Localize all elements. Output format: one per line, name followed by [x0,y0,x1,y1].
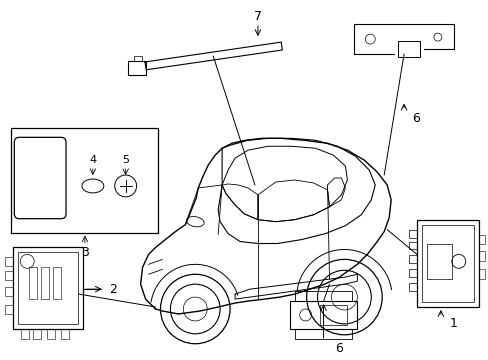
Bar [5,305,13,314]
Bar [5,287,13,296]
Bar [133,56,142,61]
Bar [478,235,484,244]
Bar [408,283,416,291]
Bar [25,181,55,191]
Text: 3: 3 [81,246,89,259]
Bar [319,305,346,325]
Bar [61,329,69,339]
Bar [416,220,478,307]
Bar [21,329,29,339]
Bar [294,291,352,301]
Bar [5,271,13,280]
Bar [13,247,83,329]
Bar [478,269,484,279]
Text: 6: 6 [335,342,343,355]
Bar [53,267,61,299]
Bar [397,41,419,57]
Text: 4: 4 [89,155,96,165]
Bar [33,329,41,339]
Bar [478,251,484,261]
Bar [408,242,416,249]
Bar [25,166,55,176]
Bar [29,267,37,299]
Bar [47,329,55,339]
Bar [41,267,49,299]
FancyBboxPatch shape [14,137,66,219]
Bar [289,301,357,329]
Text: 1: 1 [449,318,457,330]
Text: 7: 7 [253,10,262,23]
Bar [294,329,352,339]
Text: 5: 5 [122,155,129,165]
Bar [5,257,13,266]
Bar [127,61,145,75]
Bar [408,255,416,264]
Text: 6: 6 [411,112,419,125]
Bar [421,225,473,302]
Text: 2: 2 [109,283,117,296]
Bar [426,244,451,279]
Bar [11,129,158,233]
Bar [18,252,78,324]
Bar [408,230,416,238]
Bar [408,269,416,277]
Bar [25,196,55,206]
